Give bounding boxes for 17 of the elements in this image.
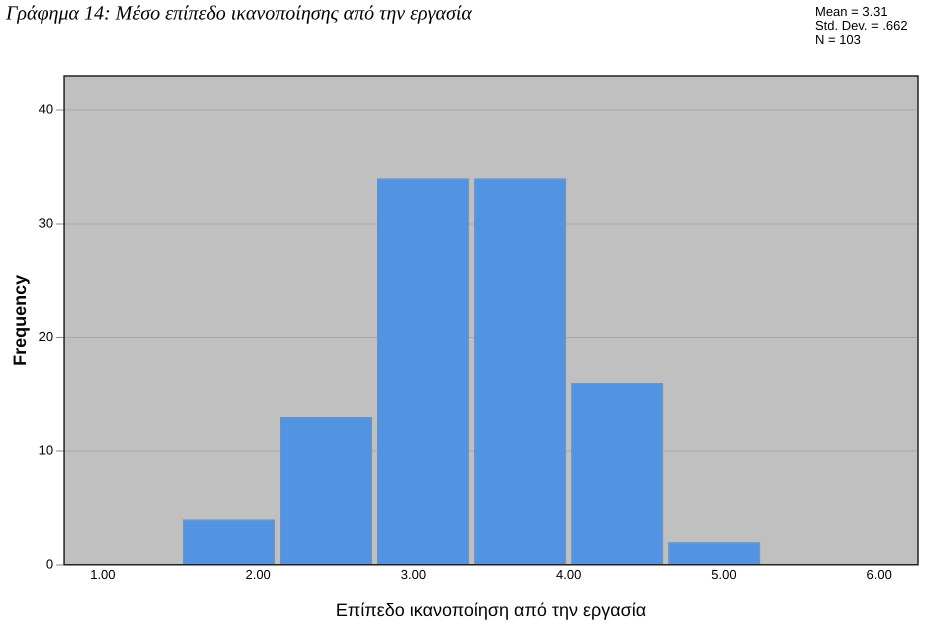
x-tick-label: 2.00 <box>245 567 271 582</box>
x-axis-title: Επίπεδο ικανοποίηση από την εργασία <box>336 600 646 620</box>
y-tick-label: 30 <box>38 215 54 230</box>
x-tick-label: 6.00 <box>866 567 892 582</box>
x-tick-label: 1.00 <box>90 567 116 582</box>
y-tick-label: 20 <box>38 329 54 344</box>
y-axis-title: Frequency <box>10 274 30 366</box>
y-tick-label: 40 <box>38 102 54 117</box>
y-tick-label: 0 <box>46 556 54 572</box>
text: Mean = 3.31 <box>815 4 888 20</box>
y-tick-label: 10 <box>38 442 54 458</box>
chart-title: Γράφημα 14: Μέσο επίπεδο ικανοποίησης από την εργασία <box>5 2 472 24</box>
text: Std. Dev. = .662 <box>815 18 908 34</box>
x-tick-label: 5.00 <box>711 567 737 582</box>
text: N = 103 <box>815 32 861 48</box>
x-tick-label: 4.00 <box>556 567 582 582</box>
x-tick-label: 3.00 <box>400 567 426 582</box>
